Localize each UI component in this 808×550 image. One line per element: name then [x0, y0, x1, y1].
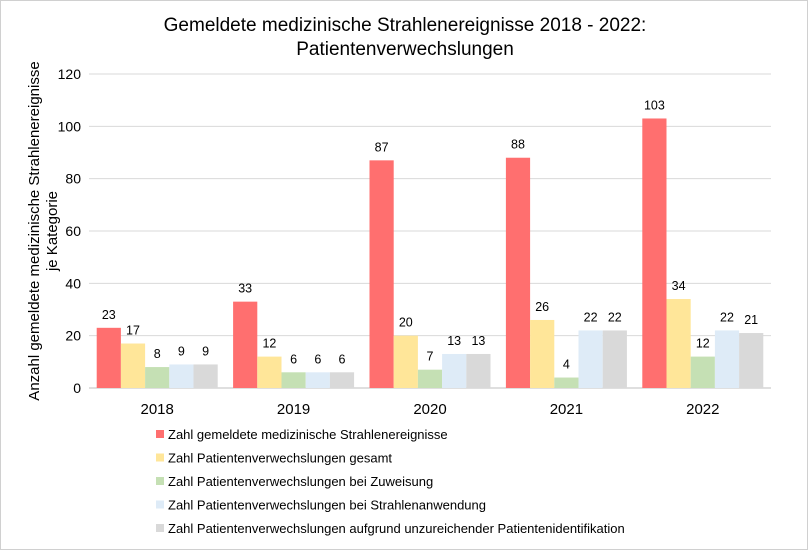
data-label: 22 — [720, 310, 734, 324]
x-tick-label: 2018 — [141, 401, 174, 418]
data-label: 20 — [399, 316, 413, 330]
legend-swatch — [156, 453, 164, 462]
bar — [578, 330, 603, 388]
legend-swatch — [156, 500, 164, 509]
bar — [690, 356, 715, 388]
chart-subtitle: Patientenverwechslungen — [296, 39, 514, 60]
bar — [305, 372, 330, 388]
y-axis-label-line2: je Kategorie — [44, 191, 61, 272]
bar — [554, 377, 579, 388]
legend-label: Zahl Patientenverwechslungen aufgrund un… — [168, 521, 625, 536]
y-tick-label: 0 — [73, 380, 81, 396]
data-label: 6 — [290, 352, 297, 366]
x-tick-label: 2022 — [686, 401, 719, 418]
bar — [505, 157, 531, 388]
data-label: 33 — [238, 282, 252, 296]
bar — [666, 299, 691, 388]
bar — [466, 353, 491, 388]
data-label: 87 — [375, 140, 389, 154]
y-tick-label: 80 — [65, 171, 81, 187]
data-label: 6 — [314, 352, 321, 366]
bar — [169, 364, 194, 388]
legend-label: Zahl gemeldete medizinische Strahlenerei… — [168, 427, 448, 442]
bar — [281, 372, 306, 388]
data-label: 12 — [262, 337, 276, 351]
data-label: 21 — [744, 313, 758, 327]
bar — [193, 364, 218, 388]
legend-swatch — [156, 477, 164, 485]
data-label: 34 — [672, 279, 686, 293]
bar — [642, 118, 667, 388]
y-tick-label: 20 — [65, 328, 81, 344]
y-axis-label: Anzahl gemeldete medizinische Strahlener… — [26, 61, 43, 400]
legend-label: Zahl Patientenverwechslungen bei Zuweisu… — [168, 474, 433, 489]
legend-label: Zahl Patientenverwechslungen gesamt — [168, 451, 392, 466]
data-label: 22 — [608, 310, 622, 324]
chart-title: Gemeldete medizinische Strahlenereigniss… — [164, 15, 647, 36]
bar — [329, 372, 355, 388]
data-label: 13 — [447, 334, 461, 348]
data-label: 4 — [563, 358, 570, 372]
bar — [369, 160, 394, 388]
bar — [602, 330, 627, 388]
y-tick-label: 40 — [65, 275, 81, 291]
x-tick-label: 2019 — [277, 401, 310, 418]
data-label: 88 — [511, 138, 525, 152]
data-label: 6 — [339, 352, 346, 366]
data-label: 23 — [102, 308, 116, 322]
data-label: 22 — [584, 310, 598, 324]
bar — [120, 343, 146, 388]
legend-swatch — [156, 430, 164, 438]
y-tick-label: 60 — [65, 223, 81, 239]
y-tick-label: 120 — [58, 66, 82, 82]
x-tick-label: 2020 — [413, 401, 446, 418]
data-label: 9 — [178, 344, 185, 358]
data-label: 12 — [696, 337, 710, 351]
bar — [714, 330, 740, 388]
bar — [96, 327, 121, 388]
data-label: 103 — [644, 98, 665, 112]
bar — [530, 319, 555, 388]
bar — [233, 301, 258, 388]
x-tick-label: 2021 — [550, 401, 583, 418]
legend-swatch — [156, 524, 164, 532]
bar — [417, 369, 443, 388]
y-tick-label: 100 — [58, 118, 82, 134]
data-label: 9 — [202, 344, 209, 358]
bar — [393, 335, 418, 388]
legend-label: Zahl Patientenverwechslungen bei Strahle… — [168, 498, 486, 513]
bar — [739, 333, 764, 388]
data-label: 26 — [535, 300, 549, 314]
bar — [145, 367, 170, 388]
data-label: 13 — [471, 334, 485, 348]
data-label: 7 — [427, 350, 434, 364]
data-label: 8 — [154, 347, 161, 361]
bar — [257, 356, 282, 388]
data-label: 17 — [126, 324, 140, 338]
bar — [442, 353, 467, 388]
